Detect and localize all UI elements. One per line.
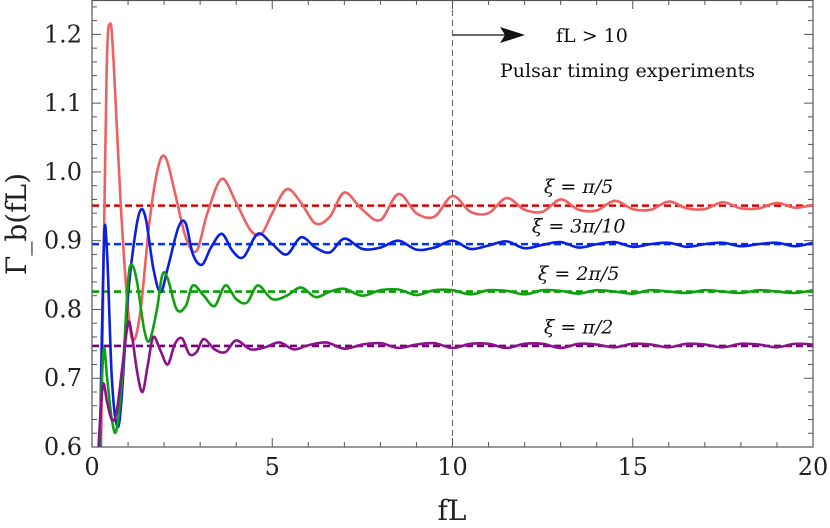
series-layer [97,22,814,448]
y-tick-label: 1.1 [44,89,82,117]
arrow-annotation [453,27,525,43]
arrow-head [500,27,525,43]
x-tick-label: 20 [798,453,829,481]
series-line-pi-5 [99,22,814,448]
x-tick-label: 10 [437,453,468,481]
series-line-2pi-5 [97,263,814,448]
y-tick-label: 0.6 [44,433,82,461]
y-axis-label: Γ_b(fL) [0,173,33,275]
series-line-3pi-10 [98,207,814,448]
series-label-pi-5: ξ = π/5 [544,176,613,198]
x-axis-label: fL [438,494,467,527]
y-tick-label: 1.2 [44,20,82,48]
region-annotation-label: Pulsar timing experiments [500,60,755,82]
arrow-annotation-label: fL > 10 [556,25,628,47]
y-tick-label: 0.8 [44,295,82,323]
series-label-2pi-5: ξ = 2π/5 [538,263,620,285]
x-tick-label: 5 [265,453,280,481]
y-tick-label: 1.0 [44,158,82,186]
y-tick-label: 0.9 [44,227,82,255]
series-label-pi-2: ξ = π/2 [544,317,613,339]
series-label-3pi-10: ξ = 3π/10 [532,215,626,237]
label-layer: ξ = π/5 ξ = 3π/10 ξ = 2π/5 ξ = π/2 [532,176,626,338]
x-tick-label: 15 [617,453,648,481]
y-tick-label: 0.7 [44,364,82,392]
axes-layer: 0 5 10 15 20 0.6 0.7 0.8 0.9 1.0 1.1 1.2 [44,0,828,481]
series-line-pi-2 [97,320,814,448]
x-tick-label: 0 [84,453,99,481]
